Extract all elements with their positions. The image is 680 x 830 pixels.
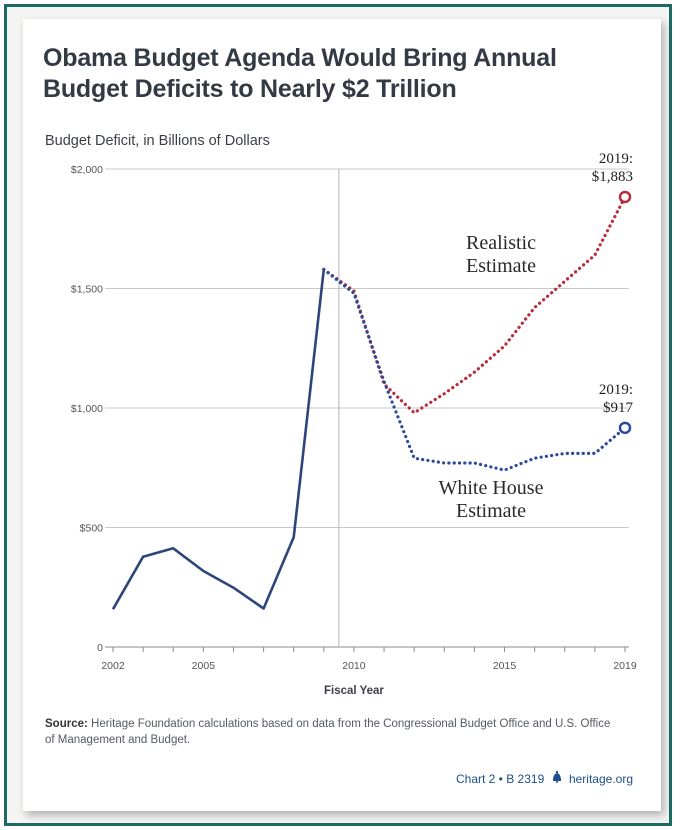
series-label: Realistic bbox=[466, 232, 536, 254]
end-point-marker bbox=[618, 421, 632, 435]
x-tick-label: 2005 bbox=[192, 660, 216, 672]
y-tick-label: $500 bbox=[80, 523, 104, 535]
x-tick-label: 2010 bbox=[342, 660, 366, 672]
series-label: White House bbox=[439, 477, 544, 499]
x-tick-label: 2002 bbox=[101, 660, 125, 672]
series-label: Estimate bbox=[456, 500, 526, 522]
value-annotation: $1,883 bbox=[592, 169, 633, 185]
series-line-2 bbox=[322, 195, 627, 415]
value-annotation: $917 bbox=[603, 400, 634, 416]
heritage-link[interactable]: heritage.org bbox=[568, 772, 633, 786]
source-note: Source: Heritage Foundation calculations… bbox=[45, 716, 615, 748]
series-line-1 bbox=[111, 269, 326, 610]
liberty-bell-icon bbox=[551, 771, 563, 786]
source-label: Source: bbox=[45, 718, 88, 730]
x-tick-label: 2015 bbox=[493, 660, 517, 672]
x-axis-title: Fiscal Year bbox=[324, 685, 384, 697]
y-tick-label: $1,500 bbox=[71, 284, 103, 296]
series-line-3 bbox=[322, 267, 627, 472]
y-tick-label: 0 bbox=[97, 642, 103, 654]
source-text: Heritage Foundation calculations based o… bbox=[45, 718, 611, 746]
chart-title: Obama Budget Agenda Would Bring Annual B… bbox=[43, 44, 557, 103]
outer-frame: Obama Budget Agenda Would Bring Annual B… bbox=[4, 4, 672, 826]
chart-card: Obama Budget Agenda Would Bring Annual B… bbox=[23, 19, 661, 811]
y-tick-label: $1,000 bbox=[71, 403, 103, 415]
series-label: Estimate bbox=[466, 255, 536, 277]
footer: Chart 2 • B 2319 heritage.org bbox=[456, 771, 633, 786]
chart-subtitle: Budget Deficit, in Billions of Dollars bbox=[45, 133, 270, 149]
y-tick-label: $2,000 bbox=[71, 164, 103, 176]
chart-reference: Chart 2 • B 2319 bbox=[456, 772, 545, 786]
value-annotation: 2019: bbox=[599, 382, 633, 398]
x-tick-label: 2019 bbox=[613, 660, 637, 672]
chart-plot: 0 $500 $1,000 $1,500 $2,000 2002 2005 2010 2015 2… bbox=[71, 151, 637, 697]
end-point-marker bbox=[618, 190, 632, 204]
value-annotation: 2019: bbox=[599, 151, 633, 167]
